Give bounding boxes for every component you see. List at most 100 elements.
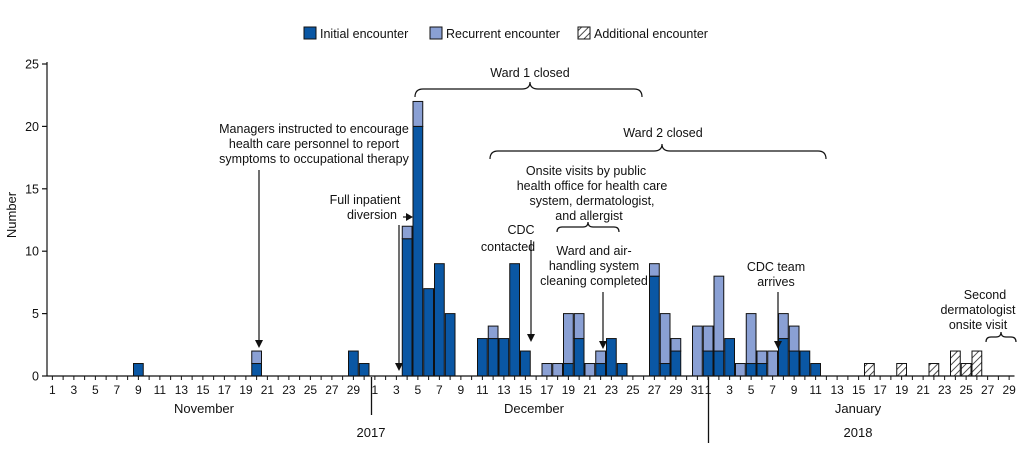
y-tick-label: 20: [25, 120, 39, 134]
bar-initial-jan-3: [724, 338, 735, 377]
bar-recurrent-jan-8: [778, 313, 789, 340]
bar-initial-dec-5: [412, 125, 424, 377]
bracket-onsite-visits: [556, 221, 620, 233]
x-tick-label: 25: [626, 383, 640, 397]
y-tick-label: 0: [32, 370, 39, 384]
x-tick-label: 23: [938, 383, 952, 397]
bar-initial-dec-12: [487, 338, 499, 377]
bar-recurrent-dec-27: [649, 263, 660, 277]
month-labels: November December January: [174, 401, 882, 416]
y-tick-label: 15: [25, 182, 39, 196]
bar-recurrent-dec-4: [401, 225, 413, 240]
x-tick-label: 13: [175, 383, 189, 397]
bar-recurrent-jan-5: [745, 313, 757, 365]
bar-initial-jan-1: [702, 350, 714, 377]
x-tick-label: 17: [218, 383, 232, 397]
bar-recurrent-dec-28: [659, 313, 671, 365]
x-axis: 1 3 5 7 9 11 13 15 17 19 21 23 25 27 29 1 3 5 7 9 11 13 15 17 19…: [47, 375, 1016, 397]
x-tick-label: 17: [873, 383, 887, 397]
bar-recurrent-jan-6: [756, 350, 768, 365]
annotations: Managers instructed to encourage health c…: [219, 66, 1017, 371]
x-tick-label: 27: [648, 383, 662, 397]
bar-recurrent-jan-9: [788, 325, 800, 352]
x-tick-label: 3: [393, 383, 400, 397]
arrowhead-managers: [255, 340, 263, 348]
bar-recurrent-dec-17: [541, 363, 553, 377]
bar-recurrent-jan-7: [767, 350, 778, 377]
x-tick-label: 15: [196, 383, 210, 397]
bars: [133, 100, 983, 377]
annotation-onsite-visits: Onsite visits by public health office for…: [517, 164, 668, 223]
x-tick-label: 21: [916, 383, 930, 397]
x-tick-label: 19: [562, 383, 576, 397]
bar-initial-nov-20: [251, 363, 262, 377]
x-tick-label: 9: [135, 383, 142, 397]
bar-recurrent-dec-31: [692, 325, 703, 377]
bracket-ward2-closed: [489, 143, 827, 160]
bar-recurrent-jan-2: [713, 275, 725, 352]
x-tick-label: 3: [726, 383, 733, 397]
bar-additional-jan-22: [928, 363, 940, 377]
annotation-cdc-contacted: CDC contacted: [481, 223, 535, 254]
year-label-2017: 2017: [357, 425, 386, 440]
y-axis: 0 5 10 15 20 25: [25, 58, 48, 384]
annotation-full-inpatient: Full inpatient diversion: [330, 193, 401, 222]
bar-initial-jan-5: [745, 363, 757, 377]
x-tick-label: 11: [154, 383, 167, 397]
bar-initial-dec-11: [477, 338, 488, 377]
arrowhead-ward-cleaning: [599, 341, 607, 349]
legend-swatch-initial: [303, 26, 317, 40]
bar-initial-dec-19: [563, 363, 574, 377]
bar-initial-dec-29: [670, 350, 682, 377]
x-tick-label: 13: [497, 383, 511, 397]
legend-label-additional: Additional encounter: [594, 27, 708, 41]
annotation-second-dermatologist: Second dermatologist onsite visit: [940, 288, 1016, 332]
bar-recurrent-dec-21: [584, 363, 596, 377]
bar-recurrent-dec-12: [487, 325, 499, 340]
bar-initial-dec-15: [520, 350, 531, 377]
x-tick-label: 9: [458, 383, 465, 397]
bracket-ward1-closed: [414, 81, 643, 98]
legend-swatch-recurrent: [429, 26, 443, 40]
bar-initial-jan-9: [788, 350, 800, 377]
bar-initial-jan-6: [756, 363, 768, 377]
x-tick-label: 27: [981, 383, 995, 397]
arrowhead-cdc-contacted: [527, 334, 535, 342]
x-tick-label: 23: [605, 383, 619, 397]
bar-initial-dec-23: [606, 338, 617, 377]
month-label-november: November: [174, 401, 235, 416]
x-tick-label: 9: [791, 383, 798, 397]
y-tick-label: 10: [25, 245, 39, 259]
bar-initial-nov-30: [358, 363, 370, 377]
annotation-ward2-closed: Ward 2 closed: [623, 126, 702, 140]
annotation-ward-cleaning: Ward and air-handling system cleaning com…: [540, 244, 648, 288]
x-tick-label: 29: [347, 383, 361, 397]
bar-initial-dec-20: [573, 338, 585, 377]
bar-recurrent-dec-19: [563, 313, 574, 365]
y-axis-title: Number: [4, 191, 19, 238]
bar-additional-jan-19: [896, 363, 907, 377]
bar-recurrent-jan-4: [735, 363, 746, 377]
x-tick-label: 5: [415, 383, 422, 397]
month-label-january: January: [835, 401, 882, 416]
x-tick-label: 7: [114, 383, 121, 397]
x-tick-label: 11: [476, 383, 489, 397]
legend-swatch-additional: [577, 26, 591, 40]
x-tick-label: 5: [92, 383, 99, 397]
x-tick-label: 15: [519, 383, 533, 397]
x-tick-label: 19: [895, 383, 909, 397]
arrowhead-full-inpatient: [395, 363, 403, 371]
x-tick-label: 11: [809, 383, 822, 397]
bracket-second-dermatologist: [985, 331, 1017, 343]
bar-initial-dec-28: [659, 363, 671, 377]
x-tick-label: 31: [691, 383, 705, 397]
y-tick-label: 5: [32, 307, 39, 321]
bar-recurrent-dec-18: [552, 363, 563, 377]
x-tick-label: 15: [852, 383, 866, 397]
bar-initial-dec-14: [509, 263, 520, 377]
bar-initial-nov-9: [133, 363, 144, 377]
x-tick-label: 29: [669, 383, 683, 397]
x-tick-label: 17: [540, 383, 554, 397]
bar-additional-jan-26: [971, 350, 983, 377]
